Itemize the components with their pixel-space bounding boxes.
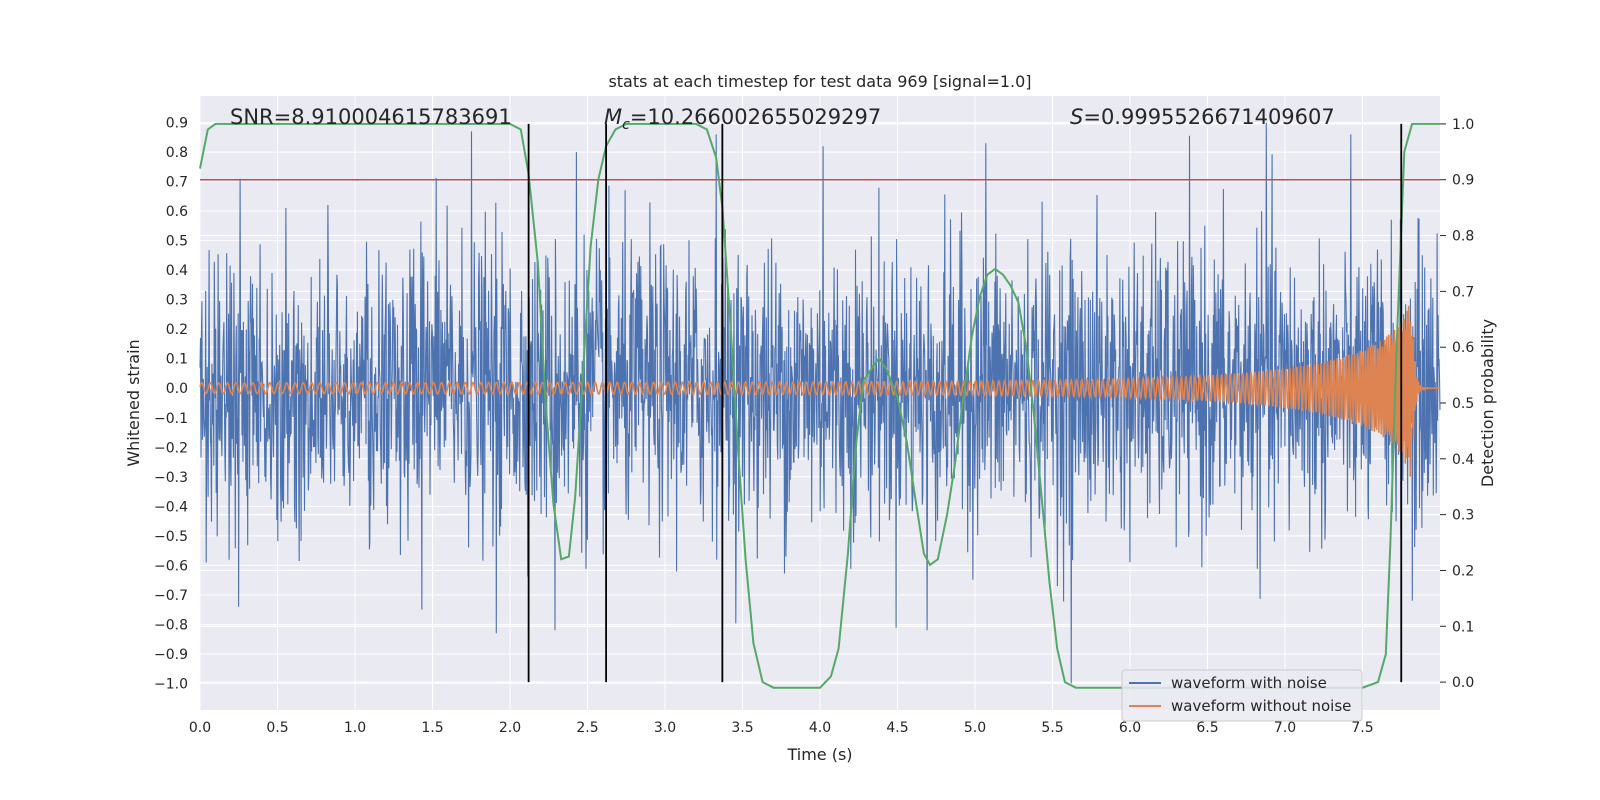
y-axis-label-right: Detection probability — [1478, 319, 1497, 487]
x-tick-label: 2.0 — [499, 720, 521, 736]
y-right-tick-label: 0.5 — [1452, 396, 1474, 412]
x-tick-label: 1.5 — [421, 720, 443, 736]
y-left-tick-label: 0.6 — [166, 204, 188, 220]
y-left-tick-label: 0.4 — [166, 263, 188, 279]
x-tick-label: 5.0 — [964, 720, 986, 736]
y-left-tick-label: 0.8 — [166, 145, 188, 161]
y-right-tick-label: 0.0 — [1452, 675, 1474, 691]
y-left-tick-label: −0.1 — [154, 411, 188, 427]
x-tick-label: 6.5 — [1196, 720, 1218, 736]
y-left-tick-label: −0.9 — [154, 647, 188, 663]
x-tick-label: 3.5 — [731, 720, 753, 736]
y-left-tick-label: −0.5 — [154, 529, 188, 545]
legend-box — [1121, 669, 1363, 722]
y-left-tick-label: −1.0 — [154, 676, 188, 692]
legend-label-noise: waveform with noise — [1171, 674, 1327, 692]
chirp-mass-subscript: c — [622, 117, 630, 133]
y-axis-label-left: Whitened strain — [124, 339, 143, 466]
y-left-tick-label: 0.2 — [166, 322, 188, 338]
y-left-tick-label: 0.1 — [166, 352, 188, 368]
x-tick-label: 0.0 — [189, 720, 211, 736]
clean-series — [199, 305, 1440, 477]
y-right-tick-label: 0.1 — [1452, 619, 1474, 635]
x-axis-label: Time (s) — [786, 745, 852, 764]
y-right-tick-label: 0.4 — [1452, 452, 1474, 468]
chirp-mass-symbol: M — [604, 105, 622, 129]
chirp-mass-value: =10.266002655029297 — [630, 105, 881, 129]
x-tick-label: 1.0 — [344, 720, 366, 736]
chart-title: stats at each timestep for test data 969… — [608, 72, 1031, 91]
x-tick-label: 0.5 — [266, 720, 288, 736]
tick-labels: 0.0 0.5 1.0 1.5 2.0 2.5 3.0 3.5 4.0 4.5 5.0 5.5 6.0 6… — [154, 116, 1474, 736]
y-right-tick-label: 0.7 — [1452, 284, 1474, 300]
y-right-tick-label: 0.3 — [1452, 508, 1474, 524]
y-right-tick-label: 1.0 — [1452, 117, 1474, 133]
detection-probability-line — [199, 122, 1440, 689]
y-left-tick-label: −0.2 — [154, 440, 188, 456]
clean-waveform-line — [199, 305, 1440, 477]
snr-annotation: SNR=8.910004615783691 — [230, 105, 512, 129]
x-tick-label: 2.5 — [576, 720, 598, 736]
y-left-tick-label: 0.9 — [166, 116, 188, 132]
y-right-tick-label: 0.9 — [1452, 173, 1474, 189]
x-tick-label: 7.0 — [1274, 720, 1296, 736]
y-right-tick-label: 0.6 — [1452, 340, 1474, 356]
x-tick-label: 3.0 — [654, 720, 676, 736]
y-left-tick-label: 0.5 — [166, 234, 188, 250]
legend: waveform with noise waveform without noi… — [1121, 669, 1363, 722]
y-left-tick-label: −0.8 — [154, 617, 188, 633]
y-right-tick-label: 0.8 — [1452, 229, 1474, 245]
legend-label-clean: waveform without noise — [1171, 697, 1351, 715]
vertical-markers — [527, 123, 1403, 683]
y-left-tick-label: −0.6 — [154, 558, 188, 574]
chirp-mass-annotation: Mc=10.266002655029297 — [604, 105, 881, 133]
y-left-tick-label: −0.4 — [154, 499, 188, 515]
x-tick-label: 7.5 — [1351, 720, 1373, 736]
s-value: =0.9995526671409607 — [1083, 105, 1334, 129]
y-left-tick-label: −0.7 — [154, 588, 188, 604]
probability-series — [199, 122, 1440, 689]
x-tick-label: 4.0 — [809, 720, 831, 736]
x-tick-label: 6.0 — [1119, 720, 1141, 736]
s-symbol: S — [1070, 105, 1083, 129]
y-left-tick-label: 0.0 — [166, 381, 188, 397]
y-left-tick-label: 0.7 — [166, 175, 188, 191]
y-left-tick-label: −0.3 — [154, 470, 188, 486]
x-tick-label: 5.5 — [1041, 720, 1063, 736]
y-right-tick-label: 0.2 — [1452, 563, 1474, 579]
y-left-tick-label: 0.3 — [166, 293, 188, 309]
x-tick-label: 4.5 — [886, 720, 908, 736]
s-annotation: S=0.9995526671409607 — [1070, 105, 1335, 129]
